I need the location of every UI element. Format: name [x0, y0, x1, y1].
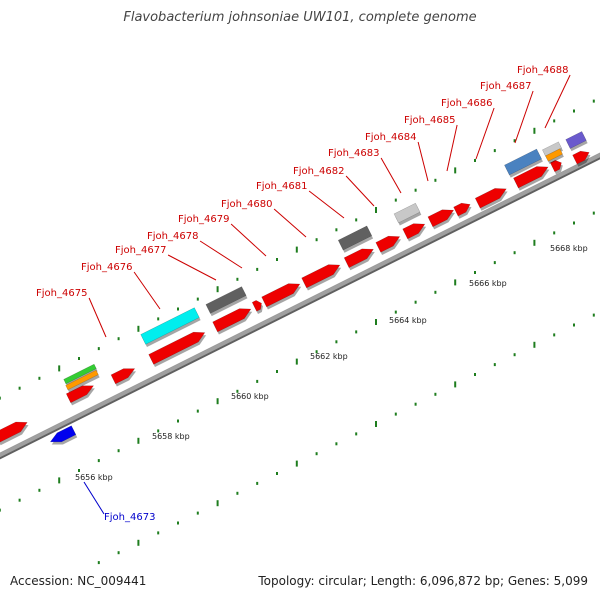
gene-arrow [110, 368, 137, 387]
gene-label-fjoh_4679: Fjoh_4679 [178, 214, 229, 225]
leader-line [308, 190, 345, 219]
leader-line [345, 175, 375, 207]
leader-line [475, 107, 495, 160]
backbone-line-highlight [0, 152, 600, 458]
gene-arrow [0, 421, 29, 446]
leader-line [230, 223, 267, 257]
gene-arrow [545, 148, 564, 164]
scale-label: 5662 kbp [310, 352, 348, 361]
gene-arrow [427, 209, 455, 230]
gene-label-fjoh_4688: Fjoh_4688 [517, 65, 568, 76]
label-leader-lines [83, 74, 571, 515]
genome-backbone [0, 152, 600, 460]
gene-arrow [251, 300, 263, 314]
gene-arrow [474, 188, 508, 211]
leader-line [514, 90, 534, 144]
gene-arrow [261, 283, 302, 310]
gene-arrow [205, 286, 248, 317]
tick-marks [0, 99, 595, 565]
gene-label-fjoh_4687: Fjoh_4687 [480, 81, 531, 92]
gene-arrow [148, 331, 207, 368]
gene-arrow [402, 223, 427, 242]
gene-arrow [343, 248, 375, 271]
gene-arrow [212, 308, 253, 335]
gene-label-fjoh_4683: Fjoh_4683 [328, 148, 379, 159]
leader-line [417, 141, 429, 182]
gene-arrow [375, 235, 402, 255]
gene-arrow [572, 150, 591, 167]
leader-line [446, 124, 458, 172]
gene-features [0, 131, 591, 446]
gene-label-fjoh_4686: Fjoh_4686 [441, 98, 492, 109]
scale-label: 5656 kbp [75, 473, 113, 482]
scale-label: 5668 kbp [550, 244, 588, 253]
gene-label-fjoh_4676: Fjoh_4676 [81, 262, 132, 273]
gene-label-fjoh_4681: Fjoh_4681 [256, 181, 307, 192]
gene-label-fjoh_4685: Fjoh_4685 [404, 115, 455, 126]
leader-line [544, 74, 571, 129]
gene-label-fjoh_4673: Fjoh_4673 [104, 512, 155, 523]
map-title: Flavobacterium johnsoniae UW101, complet… [123, 10, 477, 25]
gene-arrow [549, 160, 563, 175]
gene-label-fjoh_4675: Fjoh_4675 [36, 288, 87, 299]
leader-line [133, 271, 161, 310]
leader-line [167, 254, 217, 281]
gene-arrow [565, 131, 588, 152]
scale-label: 5666 kbp [469, 279, 507, 288]
leader-line [273, 208, 307, 238]
gene-labels: Fjoh_4675 Fjoh_4676 Fjoh_4677 Fjoh_4678 Fjoh… [36, 65, 568, 523]
leader-line [88, 297, 107, 338]
gene-arrow [337, 225, 374, 253]
gene-label-fjoh_4684: Fjoh_4684 [365, 132, 416, 143]
gene-arrow [453, 202, 472, 219]
gene-arrow [301, 264, 342, 291]
gene-label-fjoh_4677: Fjoh_4677 [115, 245, 166, 256]
gene-arrow [63, 363, 98, 387]
scale-label: 5664 kbp [389, 316, 427, 325]
scale-label: 5658 kbp [152, 432, 190, 441]
gene-arrow [49, 425, 78, 445]
leader-line [83, 481, 105, 515]
gene-arrow [140, 307, 201, 348]
scale-label: 5660 kbp [231, 392, 269, 401]
gene-arrow [65, 385, 95, 406]
leader-line [380, 157, 402, 194]
accession-text: Accession: NC_009441 [10, 574, 147, 588]
genome-summary-text: Topology: circular; Length: 6,096,872 bp… [258, 574, 588, 588]
scale-labels: 5656 kbp 5658 kbp 5660 kbp 5662 kbp 5664 kbp… [75, 244, 588, 482]
leader-line [199, 240, 243, 269]
gene-label-fjoh_4680: Fjoh_4680 [221, 199, 272, 210]
gene-arrow [513, 166, 550, 191]
gene-arrow [504, 148, 543, 178]
gene-arrow [393, 202, 422, 226]
gene-label-fjoh_4678: Fjoh_4678 [147, 231, 198, 242]
gene-label-fjoh_4682: Fjoh_4682 [293, 166, 344, 177]
gene-arrow [65, 369, 100, 393]
